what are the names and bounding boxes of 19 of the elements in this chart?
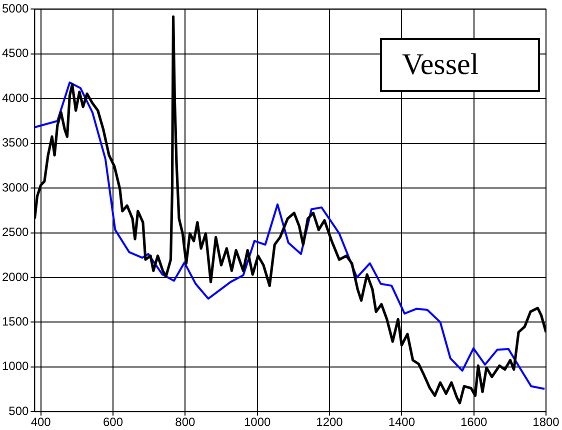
x-tick-label: 400 [30,415,52,430]
y-tick-label: 3000 [2,180,30,194]
annotation: Vessel [380,38,540,92]
x-tick-label: 1400 [388,415,416,430]
x-tick-label: 1600 [460,415,488,430]
y-tick-label: 5000 [2,2,30,16]
x-tick-label: 600 [102,415,124,430]
y-tick-label: 2500 [2,225,30,240]
y-tick-label: 1500 [2,314,30,328]
x-tick-label: 1800 [532,415,560,430]
x-tick-label: 1000 [244,415,271,430]
y-tick-label: 4000 [2,90,30,105]
x-tick-label: 1200 [316,415,344,430]
y-tick-label: 3500 [2,136,30,150]
x-tick-label: 800 [175,415,196,430]
y-tick-label: 4500 [2,46,30,60]
y-tick-label: 500 [8,404,30,418]
y-tick-label: 1000 [2,359,30,374]
y-tick-label: 2000 [2,270,30,284]
